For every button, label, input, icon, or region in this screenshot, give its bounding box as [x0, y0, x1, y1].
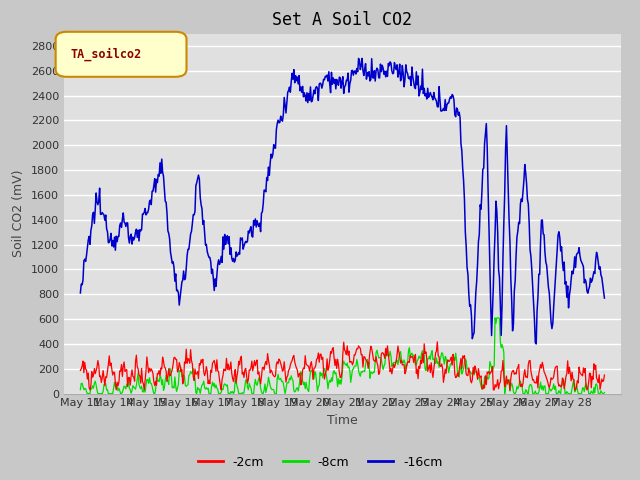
Title: Set A Soil CO2: Set A Soil CO2 [273, 11, 412, 29]
FancyBboxPatch shape [56, 32, 186, 77]
Y-axis label: Soil CO2 (mV): Soil CO2 (mV) [12, 170, 26, 257]
Legend: -2cm, -8cm, -16cm: -2cm, -8cm, -16cm [193, 451, 447, 474]
Text: TA_soilco2: TA_soilco2 [70, 48, 142, 61]
X-axis label: Time: Time [327, 414, 358, 427]
